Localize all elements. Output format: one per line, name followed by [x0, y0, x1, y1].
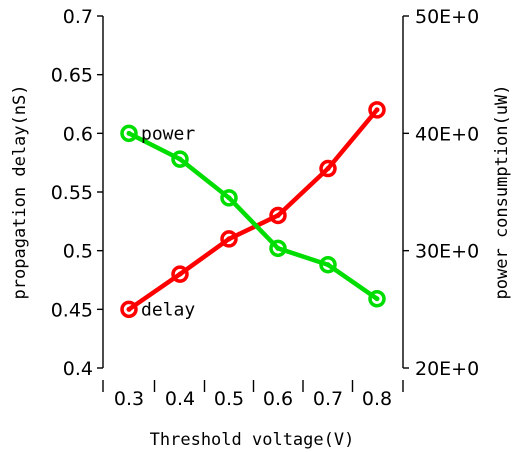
x-tick-label: 0.3 — [114, 388, 144, 410]
data-point-power — [319, 255, 337, 274]
data-point-core-delay — [374, 107, 380, 113]
x-tick-label: 0.7 — [313, 388, 343, 410]
data-point-core-delay — [226, 236, 232, 242]
left-y-tick-label: 0.55 — [51, 182, 93, 204]
data-point-delay — [220, 230, 238, 248]
data-point-power — [220, 189, 238, 207]
x-ticks: 0.3 0.4 0.5 0.6 0.7 0.8 — [102, 380, 404, 410]
right-y-axis-title: power consumption(uW) — [492, 85, 512, 300]
data-point-delay — [269, 206, 287, 225]
data-point-power — [368, 290, 386, 308]
data-point-core-delay — [177, 271, 183, 277]
left-y-tick-label: 0.45 — [51, 299, 93, 321]
x-axis-title: Threshold voltage(V) — [150, 430, 355, 450]
x-tick-label: 0.6 — [263, 388, 293, 410]
data-point-core-power — [226, 195, 232, 201]
data-point-delay — [319, 159, 337, 178]
left-y-ticks: 0.4 0.45 0.5 0.55 0.6 0.65 0.7 — [51, 6, 103, 380]
data-point-delay — [368, 101, 386, 119]
left-y-tick-label: 0.4 — [63, 358, 93, 380]
data-point-core-delay — [325, 166, 331, 172]
data-point-delay — [120, 300, 138, 319]
series-line-power — [126, 131, 380, 302]
right-y-tick-label: 50E+0 — [415, 6, 479, 28]
data-point-core-power — [177, 156, 183, 162]
x-tick-label: 0.5 — [214, 388, 244, 410]
data-point-power — [120, 124, 138, 143]
series-label-delay: delay — [141, 299, 195, 320]
right-y-tick-label: 40E+0 — [415, 123, 479, 145]
right-y-tick-label: 30E+0 — [415, 241, 479, 263]
left-y-tick-label: 0.7 — [63, 6, 93, 28]
left-y-tick-label: 0.6 — [63, 123, 93, 145]
data-point-core-power — [325, 262, 331, 268]
series-layer: delay power — [120, 101, 386, 320]
left-y-tick-label: 0.65 — [51, 65, 93, 87]
x-tick-label: 0.8 — [362, 388, 392, 410]
series-line-delay — [126, 107, 380, 312]
data-point-core-power — [275, 245, 281, 251]
x-tick-label: 0.4 — [165, 388, 195, 410]
data-point-delay — [171, 265, 189, 283]
series-label-power: power — [141, 123, 195, 144]
left-y-axis-title: propagation delay(nS) — [10, 85, 30, 300]
data-point-power — [269, 239, 287, 258]
left-y-tick-label: 0.5 — [63, 241, 93, 263]
data-point-core-delay — [126, 306, 132, 312]
data-point-core-power — [126, 130, 132, 136]
data-point-core-power — [374, 296, 380, 302]
right-y-tick-label: 20E+0 — [415, 358, 479, 380]
data-point-power — [171, 150, 189, 168]
data-point-core-delay — [275, 212, 281, 218]
right-y-ticks: 20E+0 30E+0 40E+0 50E+0 — [403, 6, 479, 380]
